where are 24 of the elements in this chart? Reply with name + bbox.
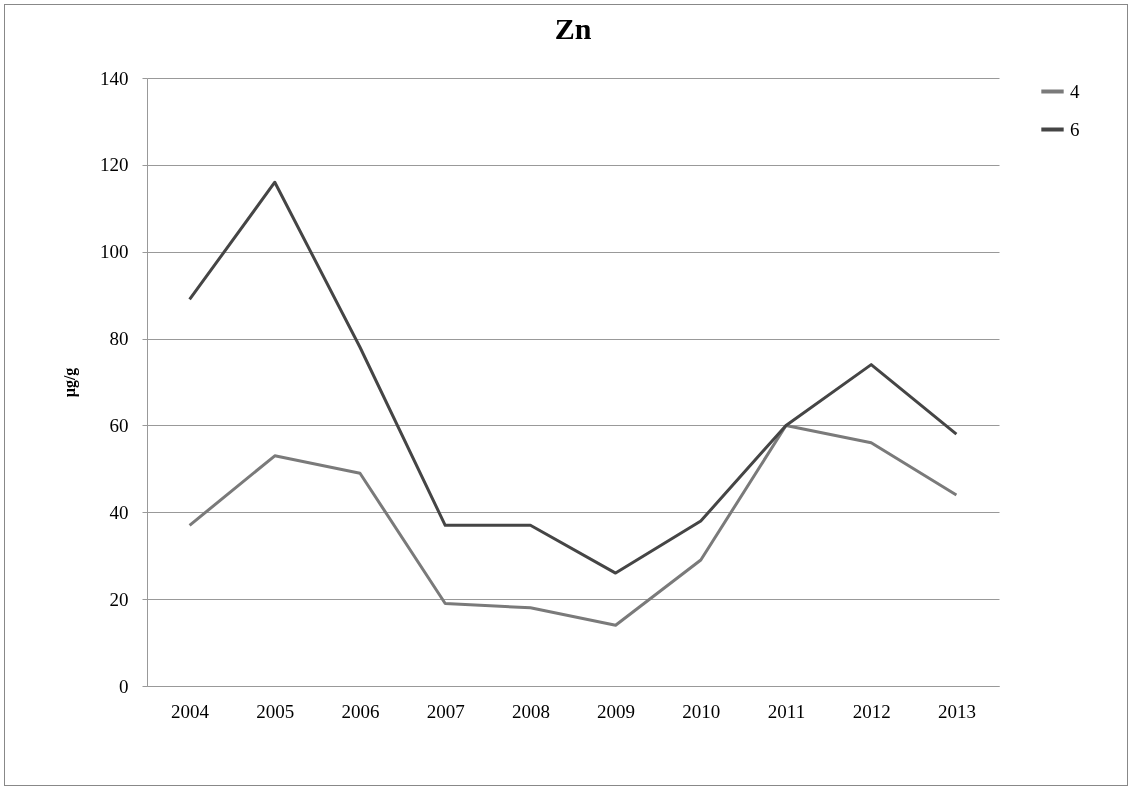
y-tick-label: 60 <box>109 414 129 436</box>
line-series <box>188 180 958 575</box>
x-tick-label: 2005 <box>256 700 295 722</box>
y-tick-label: 20 <box>109 588 129 610</box>
y-tick-label: 80 <box>109 328 129 350</box>
legend-label: 6 <box>1070 118 1080 140</box>
x-tick-label: 2009 <box>597 700 636 722</box>
y-tick-label: 120 <box>100 154 129 176</box>
y-axis-title: µg/g <box>61 367 79 398</box>
chart-title: Zn <box>554 12 592 45</box>
y-tick-label: 100 <box>100 241 129 263</box>
x-tick-label: 2004 <box>171 700 210 722</box>
y-tick-label: 140 <box>100 67 129 89</box>
x-tick-label: 2012 <box>852 700 891 722</box>
legend-label: 4 <box>1070 80 1080 102</box>
y-tick-label: 40 <box>109 501 129 523</box>
x-tick-label: 2007 <box>426 700 465 722</box>
y-tick-label: 0 <box>119 675 129 697</box>
x-tick-label: 2013 <box>937 700 976 722</box>
x-tick-label: 2010 <box>682 700 721 722</box>
x-tick-label: 2008 <box>511 700 550 722</box>
x-tick-label: 2006 <box>341 700 380 722</box>
line-series <box>188 423 958 627</box>
x-tick-label: 2011 <box>767 700 806 722</box>
